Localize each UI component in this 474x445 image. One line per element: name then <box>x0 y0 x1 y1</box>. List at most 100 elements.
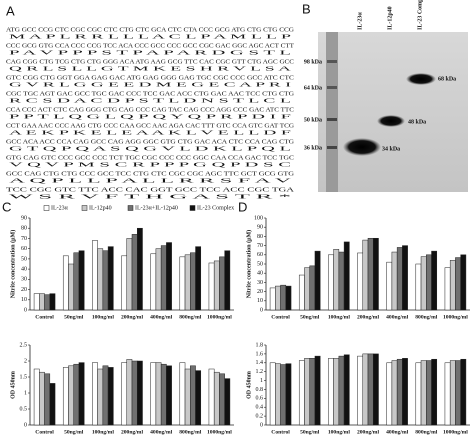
bar <box>285 363 292 426</box>
bar <box>275 363 281 426</box>
bar <box>213 371 220 426</box>
bar <box>426 360 432 426</box>
bar <box>33 293 40 311</box>
bar <box>208 262 215 311</box>
bar <box>280 284 287 311</box>
aa-line: G T Q P Q A S Q G V L D K L P Q L <box>9 145 291 152</box>
y-tick-label: 40 <box>257 271 263 277</box>
y-axis-label: OD 450nm <box>246 371 252 399</box>
lane-label: IL-23 Complex <box>417 0 423 30</box>
bar <box>309 358 316 426</box>
aa-line: R C S D A C D P S T L D N S T L C L <box>9 97 291 104</box>
bar <box>107 246 114 311</box>
y-tick-label: 0.8 <box>256 387 264 393</box>
x-tick-label: Control <box>271 314 290 320</box>
bar <box>338 355 345 426</box>
y-axis-label: Nitrite concentration (μM) <box>9 230 16 298</box>
bar <box>298 360 305 426</box>
y-tick-label: 90 <box>257 225 263 231</box>
bar <box>402 358 408 426</box>
dna-line: GCC CAG CTG CTG CCC GCC TCC CTG CTC CGC … <box>6 170 295 177</box>
dna-line: CCT GAA AAC CCC AAG CTG CCC CAA GCC AAC … <box>6 122 295 129</box>
bar <box>285 285 292 311</box>
legend-label: IL-12p40 <box>89 205 112 211</box>
bar <box>68 365 74 426</box>
bar <box>396 247 403 311</box>
aa-line: A E K P K E L E A A K L V E L L D F <box>9 129 292 136</box>
dna-line: ATG GCC CCG CTC CGC CGC CTC CTG CTC GCA … <box>6 26 295 33</box>
bar <box>309 265 316 311</box>
bar <box>460 358 467 426</box>
bar <box>44 294 51 311</box>
y-tick-label: 30 <box>257 280 263 286</box>
band-label: 34 kDa <box>382 146 400 152</box>
legend-swatch <box>43 205 50 211</box>
y-tick-label: 90 <box>21 215 27 221</box>
bar <box>372 237 379 311</box>
bar <box>121 362 128 426</box>
bar <box>415 362 422 426</box>
bar <box>391 360 398 426</box>
x-tick-label: 400ng/ml <box>386 314 409 320</box>
bar <box>455 360 461 426</box>
bar <box>304 358 310 426</box>
bar <box>372 353 379 426</box>
bar <box>166 365 172 426</box>
y-tick-label: 1.4 <box>256 360 264 366</box>
bar <box>107 367 114 426</box>
y-tick-label: 0.6 <box>256 396 264 402</box>
aa-line: P P T L Q G L Q P Q Y Q P R P D I F <box>9 113 292 120</box>
bar <box>33 368 40 426</box>
dna-line: CCA CCC ACT CTC CAG GGG CTG CAG CCC CAG … <box>6 106 294 113</box>
x-tick-label: 200ng/ml <box>357 314 380 320</box>
bar <box>190 365 196 426</box>
bar <box>415 263 422 311</box>
x-tick-label: 100ng/ml <box>328 314 351 320</box>
bar <box>367 237 374 311</box>
y-tick-label: 2 <box>24 358 27 364</box>
bar <box>62 255 69 311</box>
aa-line: W S R V F T H G A S T R * <box>9 193 291 200</box>
y-tick-label: 0.4 <box>256 405 264 411</box>
bar <box>420 360 427 426</box>
aa-line: V Q V P M S C R P P P G Q P D S C <box>9 161 291 168</box>
panel-label: A <box>6 3 15 18</box>
x-tick-label: 800ng/ml <box>415 314 438 320</box>
bar <box>97 248 104 311</box>
aa-line: G V R L G G E E D M E G E C A P R I <box>9 81 291 88</box>
ladder-band <box>327 86 337 89</box>
legend-label: IL-23 Complex <box>197 205 234 211</box>
bar <box>126 238 133 311</box>
ladder-band <box>327 118 337 121</box>
legend-swatch <box>81 205 88 211</box>
bar <box>386 261 393 311</box>
bar <box>136 227 143 311</box>
bar <box>333 358 340 426</box>
bar <box>121 255 128 311</box>
dna-line: CAG CGG CTG TCG CTG CTG GGG ACA ATG AAG … <box>6 58 294 65</box>
bar <box>160 363 167 426</box>
bar <box>269 362 276 426</box>
bar <box>62 367 69 426</box>
bar <box>343 241 350 311</box>
y-tick-label: 100 <box>254 215 263 221</box>
bar <box>49 383 56 426</box>
bar <box>195 246 202 311</box>
y-tick-label: 50 <box>21 256 27 262</box>
x-tick-label: 50ng/ml <box>64 314 84 320</box>
bar <box>219 373 225 426</box>
y-tick-label: 0 <box>24 422 27 428</box>
bar <box>92 362 98 426</box>
x-tick-label: 400ng/ml <box>150 314 173 320</box>
bar <box>343 354 350 426</box>
bar <box>73 363 80 426</box>
ladder-band <box>327 60 337 63</box>
y-tick-label: 2.5 <box>20 342 28 348</box>
bar <box>314 355 321 426</box>
x-tick-label: Control <box>35 429 54 435</box>
marker-label: 98 kDa <box>304 59 322 65</box>
aa-line: Q R L S L L G T M K E S H R V L S A <box>9 65 292 72</box>
lane-label: IL-23α <box>357 12 363 30</box>
bar <box>68 263 74 311</box>
dna-line: CGC TGC AGT GAC GCC TGC GAC CCC TCC GAC … <box>6 90 295 97</box>
